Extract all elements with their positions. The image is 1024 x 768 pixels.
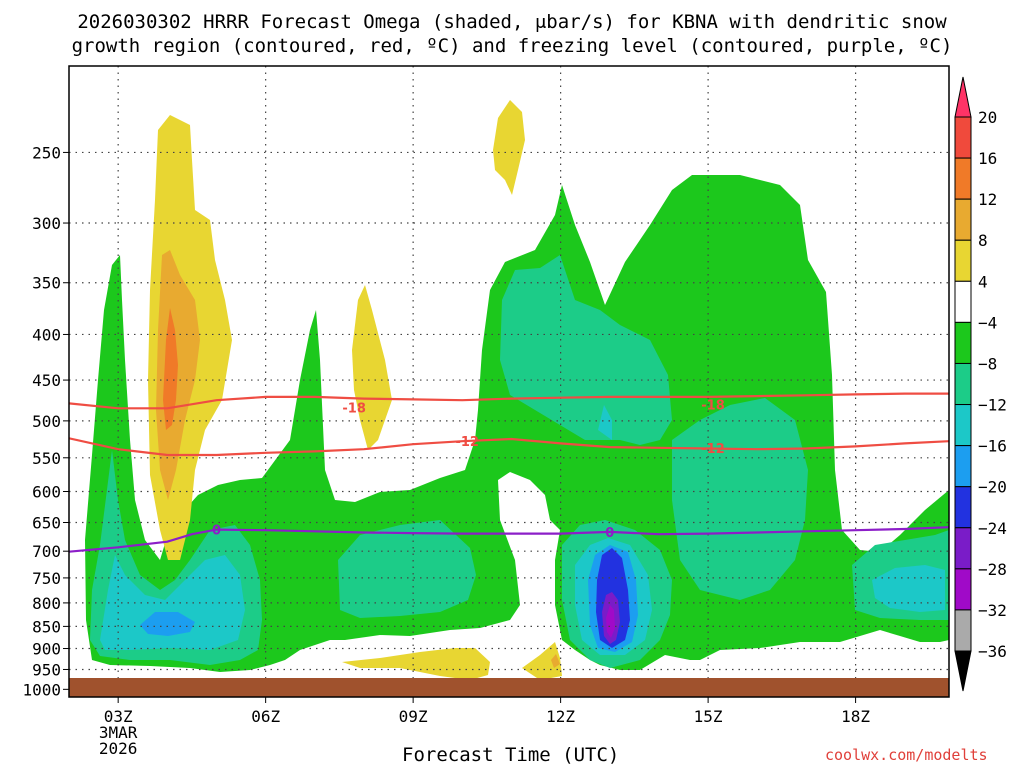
colorbar-swatch bbox=[954, 445, 972, 488]
x-tick-label: 15Z bbox=[694, 707, 723, 726]
colorbar-label: 20 bbox=[978, 108, 997, 127]
colorbar-label: −20 bbox=[978, 478, 1007, 497]
colorbar-label: −24 bbox=[978, 519, 1007, 538]
colorbar-min-triangle bbox=[954, 650, 972, 692]
y-tick-label: 850 bbox=[32, 617, 61, 636]
freezing-level-label: 0 bbox=[212, 524, 221, 539]
colorbar-label: −16 bbox=[978, 437, 1007, 456]
contour-line-minus18 bbox=[69, 392, 949, 410]
contour-line-0 bbox=[69, 526, 949, 553]
colorbar-swatch bbox=[954, 116, 972, 159]
y-tick-label: 1000 bbox=[22, 680, 61, 699]
omega-cyan-region-1 bbox=[100, 555, 245, 650]
y-tick-label: 350 bbox=[32, 274, 61, 293]
colorbar-swatch bbox=[954, 321, 972, 364]
colorbar-swatch bbox=[954, 568, 972, 611]
x-date-label: 3MAR bbox=[99, 723, 138, 742]
dgz-contour-label: -18 bbox=[701, 398, 725, 413]
y-tick-label: 700 bbox=[32, 542, 61, 561]
dgz-contour-label: -18 bbox=[342, 401, 366, 416]
y-axis: 250 300 350 400 450 500 550 600 650 700 750 800 850 9… bbox=[22, 143, 69, 699]
omega-cyan-region-3 bbox=[598, 405, 612, 440]
credit-text: coolwx.com/modelts bbox=[825, 746, 988, 764]
omega-gold-region bbox=[156, 250, 200, 500]
omega-yellow-region-5 bbox=[522, 642, 562, 680]
x-tick-label: 03Z bbox=[104, 707, 133, 726]
colorbar-label: −12 bbox=[978, 396, 1007, 415]
colorbar-label: −4 bbox=[978, 313, 997, 332]
omega-yellow-region-3 bbox=[493, 100, 525, 195]
y-tick-label: 250 bbox=[32, 143, 61, 162]
colorbar-swatch bbox=[954, 404, 972, 447]
x-tick-label: 18Z bbox=[841, 707, 870, 726]
colorbar-label: 16 bbox=[978, 149, 997, 168]
omega-magenta-core bbox=[606, 605, 615, 638]
y-tick-label: 500 bbox=[32, 412, 61, 431]
colorbar-swatch bbox=[954, 280, 972, 323]
omega-yellow-region-4 bbox=[342, 648, 490, 680]
omega-yellow-region-2 bbox=[352, 285, 392, 450]
colorbar-swatch bbox=[954, 157, 972, 200]
contour-line-minus12 bbox=[69, 437, 949, 457]
omega-teal-region-2 bbox=[338, 520, 476, 618]
y-tick-label: 950 bbox=[32, 660, 61, 679]
x-tick-label: 09Z bbox=[399, 707, 428, 726]
contour-labels: -18 -12 -18 -12 0 0 bbox=[212, 398, 725, 541]
plot-frame bbox=[68, 65, 950, 698]
colorbar-max-triangle bbox=[954, 76, 972, 118]
vertical-gridlines bbox=[117, 66, 857, 697]
colorbar: 20 16 12 8 4 −4 −8 −12 −16 −20 −24 −28 −32 −36 bbox=[954, 76, 1007, 692]
colorbar-label: 12 bbox=[978, 190, 997, 209]
chart-title-line-2: growth region (contoured, red, ºC) and f… bbox=[71, 35, 953, 57]
y-tick-label: 800 bbox=[32, 594, 61, 613]
omega-orange-region bbox=[163, 308, 178, 430]
colorbar-label: −8 bbox=[978, 354, 997, 373]
colorbar-swatch bbox=[954, 609, 972, 652]
omega-gold-spot bbox=[551, 654, 560, 668]
colorbar-swatch bbox=[954, 486, 972, 529]
colorbar-label: −36 bbox=[978, 642, 1007, 661]
omega-blue-region-1 bbox=[140, 612, 195, 636]
ground-surface bbox=[69, 678, 949, 697]
colorbar-swatch bbox=[954, 198, 972, 241]
y-tick-label: 550 bbox=[32, 449, 61, 468]
x-date-label: 2026 bbox=[99, 739, 138, 758]
x-tick-label: 12Z bbox=[546, 707, 575, 726]
colorbar-swatch bbox=[954, 527, 972, 570]
dgz-contour-label: -12 bbox=[701, 442, 725, 457]
chart-title-line-1: 2026030302 HRRR Forecast Omega (shaded, … bbox=[77, 11, 947, 33]
y-tick-label: 400 bbox=[32, 325, 61, 344]
y-tick-label: 600 bbox=[32, 482, 61, 501]
y-tick-label: 650 bbox=[32, 513, 61, 532]
colorbar-label: −28 bbox=[978, 560, 1007, 579]
x-tick-label: 06Z bbox=[251, 707, 280, 726]
dgz-contour-label: -12 bbox=[455, 435, 479, 450]
colorbar-label: 4 bbox=[978, 272, 988, 291]
omega-shading bbox=[69, 66, 949, 697]
colorbar-label: 8 bbox=[978, 231, 988, 250]
y-tick-label: 900 bbox=[32, 640, 61, 659]
y-tick-label: 750 bbox=[32, 569, 61, 588]
contour-lines bbox=[69, 392, 949, 553]
freezing-level-label: 0 bbox=[605, 526, 614, 541]
y-tick-label: 450 bbox=[32, 371, 61, 390]
x-axis-title: Forecast Time (UTC) bbox=[402, 744, 620, 766]
colorbar-swatch bbox=[954, 362, 972, 406]
colorbar-swatch bbox=[954, 239, 972, 282]
omega-cyan-region-4 bbox=[872, 565, 945, 612]
y-tick-label: 300 bbox=[32, 214, 61, 233]
colorbar-label: −32 bbox=[978, 601, 1007, 620]
